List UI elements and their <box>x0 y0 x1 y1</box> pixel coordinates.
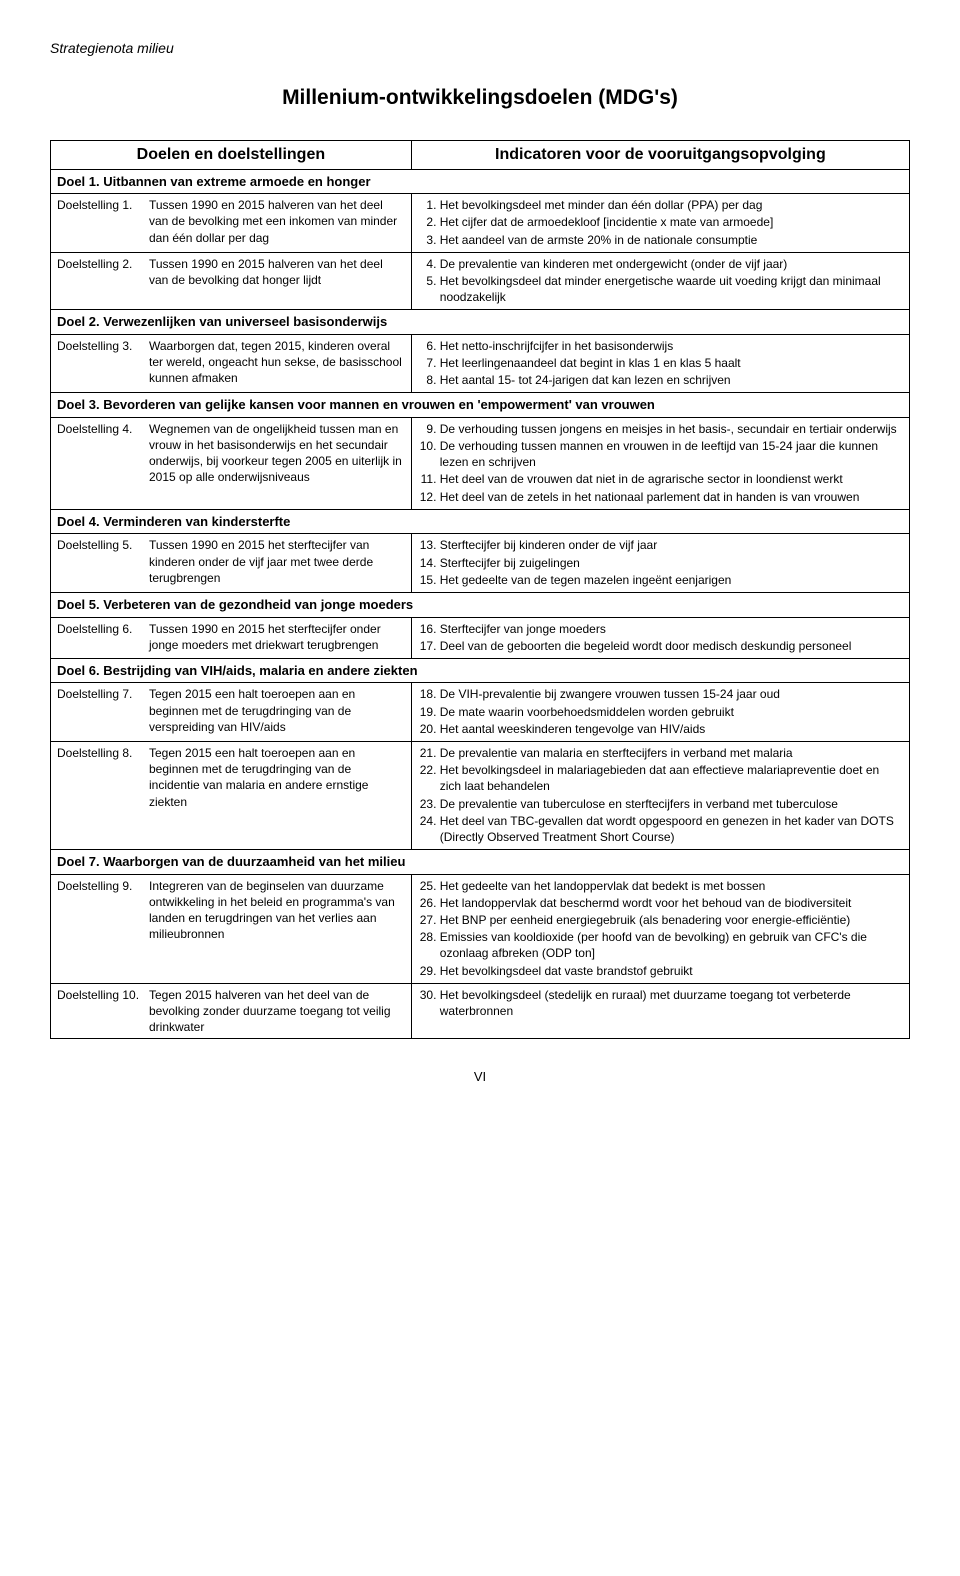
indicator-cell: De prevalentie van malaria en sterftecij… <box>411 742 909 850</box>
doelstelling-cell: Doelstelling 2.Tussen 1990 en 2015 halve… <box>51 252 412 310</box>
indicator-cell: Het bevolkingsdeel met minder dan één do… <box>411 194 909 253</box>
doelstelling-text: Integreren van de beginselen van duurzam… <box>149 878 405 943</box>
doelstelling-text: Waarborgen dat, tegen 2015, kinderen ove… <box>149 338 405 387</box>
indicator-item: Het BNP per eenheid energiegebruik (als … <box>440 912 903 928</box>
indicator-item: Het leerlingenaandeel dat begint in klas… <box>440 355 903 371</box>
mdg-table: Doelen en doelstellingenIndicatoren voor… <box>50 140 910 1039</box>
indicator-item: Het aantal 15- tot 24-jarigen dat kan le… <box>440 372 903 388</box>
doelstelling-cell: Doelstelling 10.Tegen 2015 halveren van … <box>51 983 412 1039</box>
doelstelling-label: Doelstelling 6. <box>57 621 149 653</box>
goal-header: Doel 3. Bevorderen van gelijke kansen vo… <box>51 393 910 418</box>
doelstelling-text: Wegnemen van de ongelijkheid tussen man … <box>149 421 405 486</box>
indicator-item: Het deel van TBC-gevallen dat wordt opge… <box>440 813 903 845</box>
doelstelling-cell: Doelstelling 9.Integreren van de beginse… <box>51 874 412 983</box>
doelstelling-cell: Doelstelling 4.Wegnemen van de ongelijkh… <box>51 417 412 509</box>
doelstelling-label: Doelstelling 1. <box>57 197 149 246</box>
indicator-item: Sterftecijfer bij zuigelingen <box>440 555 903 571</box>
goal-header: Doel 4. Verminderen van kindersterfte <box>51 509 910 534</box>
indicator-item: Het aantal weeskinderen tengevolge van H… <box>440 721 903 737</box>
indicator-cell: Sterftecijfer van jonge moedersDeel van … <box>411 617 909 658</box>
indicator-item: Deel van de geboorten die begeleid wordt… <box>440 638 903 654</box>
indicator-item: De prevalentie van tuberculose en sterft… <box>440 796 903 812</box>
page-title: Millenium-ontwikkelingsdoelen (MDG's) <box>50 86 910 110</box>
goal-header: Doel 7. Waarborgen van de duurzaamheid v… <box>51 850 910 875</box>
indicator-item: Het bevolkingsdeel dat vaste brandstof g… <box>440 963 903 979</box>
indicator-item: De mate waarin voorbehoedsmiddelen worde… <box>440 704 903 720</box>
indicator-item: Het landoppervlak dat beschermd wordt vo… <box>440 895 903 911</box>
indicator-item: Het bevolkingsdeel (stedelijk en ruraal)… <box>440 987 903 1019</box>
goal-header: Doel 5. Verbeteren van de gezondheid van… <box>51 592 910 617</box>
indicator-cell: Het gedeelte van het landoppervlak dat b… <box>411 874 909 983</box>
indicator-item: Emissies van kooldioxide (per hoofd van … <box>440 929 903 961</box>
indicator-cell: Het netto-inschrijfcijfer in het basison… <box>411 334 909 393</box>
doelstelling-label: Doelstelling 4. <box>57 421 149 486</box>
doelstelling-text: Tegen 2015 een halt toeroepen aan en beg… <box>149 686 405 735</box>
doelstelling-text: Tussen 1990 en 2015 het sterftecijfer on… <box>149 621 405 653</box>
doelstelling-label: Doelstelling 9. <box>57 878 149 943</box>
doelstelling-cell: Doelstelling 8.Tegen 2015 een halt toero… <box>51 742 412 850</box>
indicator-item: Het gedeelte van het landoppervlak dat b… <box>440 878 903 894</box>
indicator-item: Het cijfer dat de armoedekloof [incident… <box>440 214 903 230</box>
indicator-item: De prevalentie van kinderen met ondergew… <box>440 256 903 272</box>
doelstelling-label: Doelstelling 10. <box>57 987 149 1036</box>
indicator-item: Het gedeelte van de tegen mazelen ingeën… <box>440 572 903 588</box>
indicator-cell: De prevalentie van kinderen met ondergew… <box>411 252 909 310</box>
doelstelling-cell: Doelstelling 5.Tussen 1990 en 2015 het s… <box>51 534 412 593</box>
indicator-item: Het deel van de zetels in het nationaal … <box>440 489 903 505</box>
goal-header: Doel 1. Uitbannen van extreme armoede en… <box>51 169 910 194</box>
indicator-cell: Sterftecijfer bij kinderen onder de vijf… <box>411 534 909 593</box>
doelstelling-cell: Doelstelling 1.Tussen 1990 en 2015 halve… <box>51 194 412 253</box>
indicator-item: De verhouding tussen jongens en meisjes … <box>440 421 903 437</box>
doelstelling-label: Doelstelling 8. <box>57 745 149 810</box>
doc-header: Strategienota milieu <box>50 40 910 56</box>
doelstelling-text: Tegen 2015 halveren van het deel van de … <box>149 987 405 1036</box>
doelstelling-text: Tussen 1990 en 2015 halveren van het dee… <box>149 197 405 246</box>
doelstelling-label: Doelstelling 3. <box>57 338 149 387</box>
indicator-cell: De VIH-prevalentie bij zwangere vrouwen … <box>411 683 909 742</box>
indicator-item: Het bevolkingsdeel met minder dan één do… <box>440 197 903 213</box>
doelstelling-cell: Doelstelling 3.Waarborgen dat, tegen 201… <box>51 334 412 393</box>
indicator-item: De prevalentie van malaria en sterftecij… <box>440 745 903 761</box>
indicator-item: Het bevolkingsdeel dat minder energetisc… <box>440 273 903 305</box>
doelstelling-text: Tussen 1990 en 2015 het sterftecijfer va… <box>149 537 405 586</box>
column-header-right: Indicatoren voor de vooruitgangsopvolgin… <box>411 141 909 170</box>
doelstelling-text: Tussen 1990 en 2015 halveren van het dee… <box>149 256 405 288</box>
indicator-item: Sterftecijfer van jonge moeders <box>440 621 903 637</box>
doelstelling-cell: Doelstelling 6.Tussen 1990 en 2015 het s… <box>51 617 412 658</box>
indicator-item: Het bevolkingsdeel in malariagebieden da… <box>440 762 903 794</box>
indicator-item: De VIH-prevalentie bij zwangere vrouwen … <box>440 686 903 702</box>
indicator-cell: Het bevolkingsdeel (stedelijk en ruraal)… <box>411 983 909 1039</box>
page-number: VI <box>50 1069 910 1084</box>
indicator-item: Sterftecijfer bij kinderen onder de vijf… <box>440 537 903 553</box>
indicator-item: De verhouding tussen mannen en vrouwen i… <box>440 438 903 470</box>
doelstelling-label: Doelstelling 7. <box>57 686 149 735</box>
doelstelling-cell: Doelstelling 7.Tegen 2015 een halt toero… <box>51 683 412 742</box>
goal-header: Doel 6. Bestrijding van VIH/aids, malari… <box>51 658 910 683</box>
indicator-item: Het deel van de vrouwen dat niet in de a… <box>440 471 903 487</box>
doelstelling-label: Doelstelling 2. <box>57 256 149 288</box>
indicator-cell: De verhouding tussen jongens en meisjes … <box>411 417 909 509</box>
doelstelling-text: Tegen 2015 een halt toeroepen aan en beg… <box>149 745 405 810</box>
doelstelling-label: Doelstelling 5. <box>57 537 149 586</box>
column-header-left: Doelen en doelstellingen <box>51 141 412 170</box>
indicator-item: Het netto-inschrijfcijfer in het basison… <box>440 338 903 354</box>
indicator-item: Het aandeel van de armste 20% in de nati… <box>440 232 903 248</box>
goal-header: Doel 2. Verwezenlijken van universeel ba… <box>51 310 910 335</box>
